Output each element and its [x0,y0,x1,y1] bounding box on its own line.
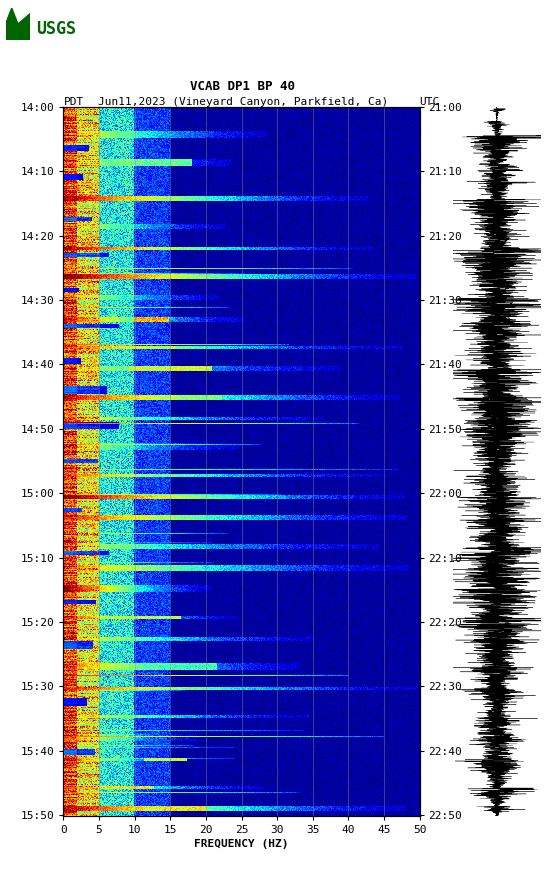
Polygon shape [6,8,30,40]
Text: PDT: PDT [63,97,84,107]
Text: Jun11,2023 (Vineyard Canyon, Parkfield, Ca): Jun11,2023 (Vineyard Canyon, Parkfield, … [98,97,388,107]
Polygon shape [6,24,30,40]
X-axis label: FREQUENCY (HZ): FREQUENCY (HZ) [194,839,289,849]
Text: VCAB DP1 BP 40: VCAB DP1 BP 40 [190,79,295,93]
Text: USGS: USGS [36,20,76,37]
Text: UTC: UTC [420,97,440,107]
